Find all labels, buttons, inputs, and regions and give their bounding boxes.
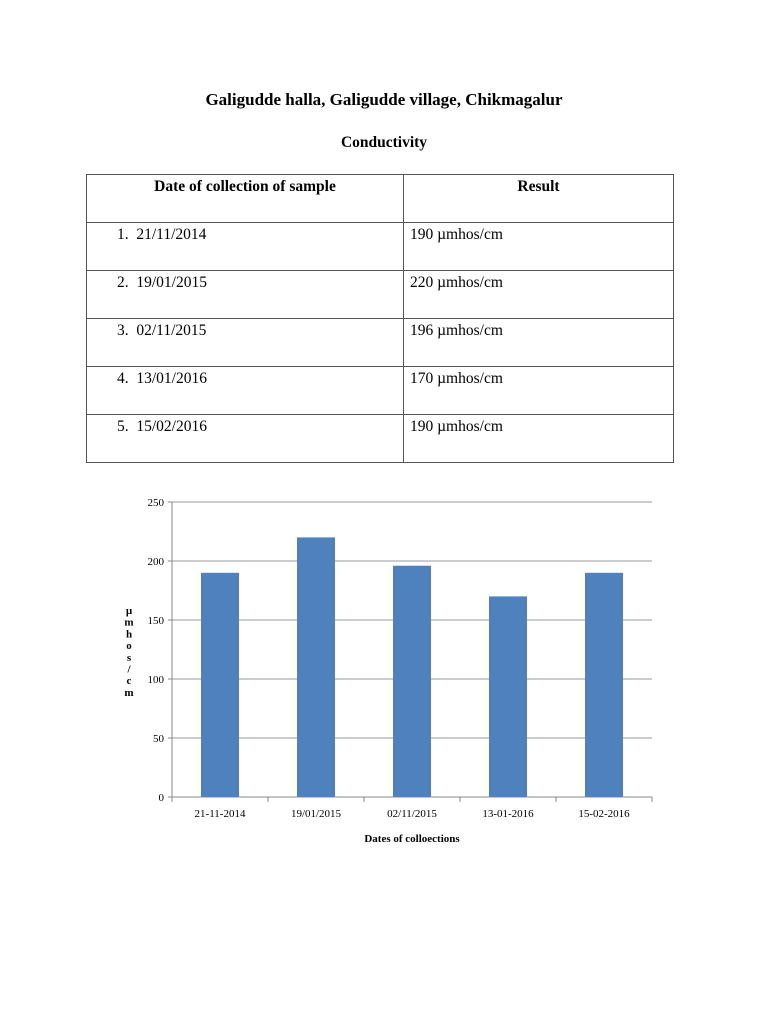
y-tick-label: 150	[148, 615, 165, 627]
result-cell: 190 µmhos/cm	[403, 414, 674, 463]
row-date: 13/01/2016	[136, 370, 207, 387]
table-row: 1. 21/11/2014 190 µmhos/cm	[86, 222, 674, 271]
table-row: 5. 15/02/2016 190 µmhos/cm	[86, 414, 674, 463]
y-tick-label: 250	[148, 497, 165, 509]
row-number: 3.	[117, 322, 129, 339]
x-tick-label: 15-02-2016	[578, 808, 630, 820]
bar	[585, 572, 623, 797]
table-row: 4. 13/01/2016 170 µmhos/cm	[86, 366, 674, 415]
result-cell: 220 µmhos/cm	[403, 270, 674, 319]
x-tick-label: 21-11-2014	[195, 808, 246, 820]
x-axis-label: Dates of colloections	[364, 833, 460, 845]
table-row: 2. 19/01/2015 220 µmhos/cm	[86, 270, 674, 319]
bar	[201, 572, 239, 797]
page-title: Galigudde halla, Galigudde village, Chik…	[205, 90, 563, 109]
bar	[393, 565, 431, 797]
x-tick-label: 13-01-2016	[482, 808, 534, 820]
date-cell: 2. 19/01/2015	[86, 270, 404, 319]
y-tick-label: 50	[153, 733, 165, 745]
row-date: 21/11/2014	[136, 226, 207, 243]
section-title: Conductivity	[340, 134, 428, 151]
row-number: 1.	[117, 226, 129, 243]
row-number: 5.	[117, 418, 129, 435]
y-axis-label: µ m h o s / c m	[124, 605, 133, 699]
y-tick-label: 100	[148, 674, 165, 686]
result-cell: 190 µmhos/cm	[403, 222, 674, 271]
bar	[297, 537, 335, 797]
x-tick-label: 02/11/2015	[387, 808, 437, 820]
row-number: 2.	[117, 274, 129, 291]
row-date: 15/02/2016	[136, 418, 207, 435]
date-cell: 5. 15/02/2016	[86, 414, 404, 463]
header-date: Date of collection of sample	[86, 174, 404, 223]
row-date: 02/11/2015	[136, 322, 207, 339]
y-tick-label: 200	[148, 556, 165, 568]
results-table: Date of collection of sample Result 1. 2…	[86, 174, 674, 463]
x-tick-label: 19/01/2015	[291, 808, 342, 820]
row-date: 19/01/2015	[136, 274, 207, 291]
bar	[489, 596, 527, 797]
result-cell: 196 µmhos/cm	[403, 318, 674, 367]
y-tick-label: 0	[159, 792, 165, 804]
row-number: 4.	[117, 370, 129, 387]
date-cell: 4. 13/01/2016	[86, 366, 404, 415]
